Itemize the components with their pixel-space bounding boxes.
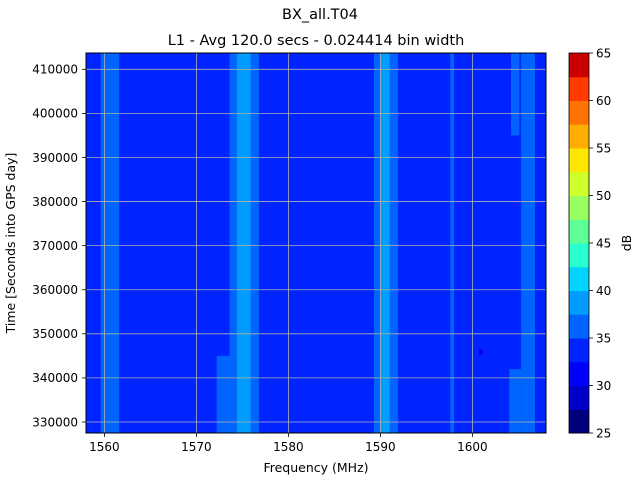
heatmap-band-1560 bbox=[100, 53, 120, 433]
y-tick-label: 400000 bbox=[32, 107, 78, 121]
heatmap-band-1604-upper bbox=[511, 53, 520, 136]
heatmap-band-1590-core bbox=[380, 53, 390, 433]
y-tick-label: 350000 bbox=[32, 327, 78, 341]
colorbar-segment bbox=[569, 148, 589, 173]
x-tick-label: 1570 bbox=[181, 440, 212, 454]
y-tick-label: 370000 bbox=[32, 239, 78, 253]
colorbar-segment bbox=[569, 361, 589, 386]
heatmap-band-1573-low bbox=[216, 355, 230, 433]
colorbar-tick-label: 65 bbox=[596, 46, 611, 60]
chart-title: BX_all.T04 bbox=[282, 7, 358, 23]
heatmap-line-1597 bbox=[450, 53, 454, 433]
plot-frame bbox=[85, 52, 547, 434]
chart-subtitle: L1 - Avg 120.0 secs - 0.024414 bin width bbox=[168, 33, 465, 49]
heatmap-band-1606 bbox=[521, 53, 535, 433]
heatmap-band-1575-core bbox=[236, 53, 251, 433]
colorbar-segment bbox=[569, 314, 589, 339]
y-tick-label: 330000 bbox=[32, 415, 78, 429]
x-tick-label: 1600 bbox=[457, 440, 488, 454]
colorbar-tick-label: 30 bbox=[596, 379, 611, 393]
colorbar-tick-label: 55 bbox=[596, 141, 611, 155]
colorbar-segment bbox=[569, 124, 589, 149]
heatmap-band-1604-lower bbox=[509, 369, 522, 433]
x-tick-label: 1560 bbox=[89, 440, 120, 454]
colorbar-segment bbox=[569, 409, 589, 434]
colorbar-segment bbox=[569, 338, 589, 363]
colorbar-segment bbox=[569, 100, 589, 125]
colorbar-tick-label: 25 bbox=[596, 426, 611, 440]
x-tick-label: 1580 bbox=[273, 440, 304, 454]
colorbar-tick-label: 60 bbox=[596, 94, 611, 108]
colorbar: 25 30 35 40 45 50 55 60 65 bbox=[568, 46, 611, 440]
heatmap-background bbox=[86, 53, 546, 433]
colorbar-segment bbox=[569, 219, 589, 244]
y-axis-label: Time [Seconds into GPS day] bbox=[3, 153, 18, 335]
colorbar-segment bbox=[569, 290, 589, 315]
y-tick-label: 340000 bbox=[32, 371, 78, 385]
colorbar-segment bbox=[569, 243, 589, 268]
y-tick-label: 390000 bbox=[32, 151, 78, 165]
colorbar-tick-label: 40 bbox=[596, 284, 611, 298]
colorbar-segment bbox=[569, 195, 589, 220]
plot-area bbox=[86, 53, 546, 433]
y-tick-label: 410000 bbox=[32, 63, 78, 77]
heatmap-spot-1601 bbox=[478, 349, 483, 355]
colorbar-tick-label: 45 bbox=[596, 236, 611, 250]
colorbar-segment bbox=[569, 76, 589, 101]
x-tick-label: 1590 bbox=[365, 440, 396, 454]
colorbar-segment bbox=[569, 266, 589, 291]
colorbar-tick-label: 50 bbox=[596, 189, 611, 203]
colorbar-segment bbox=[569, 53, 589, 78]
colorbar-segment bbox=[569, 171, 589, 196]
x-axis-label: Frequency (MHz) bbox=[263, 460, 368, 475]
colorbar-segment bbox=[569, 385, 589, 410]
y-tick-label: 360000 bbox=[32, 283, 78, 297]
y-tick-label: 380000 bbox=[32, 195, 78, 209]
colorbar-tick-label: 35 bbox=[596, 331, 611, 345]
colorbar-label: dB bbox=[619, 235, 634, 252]
